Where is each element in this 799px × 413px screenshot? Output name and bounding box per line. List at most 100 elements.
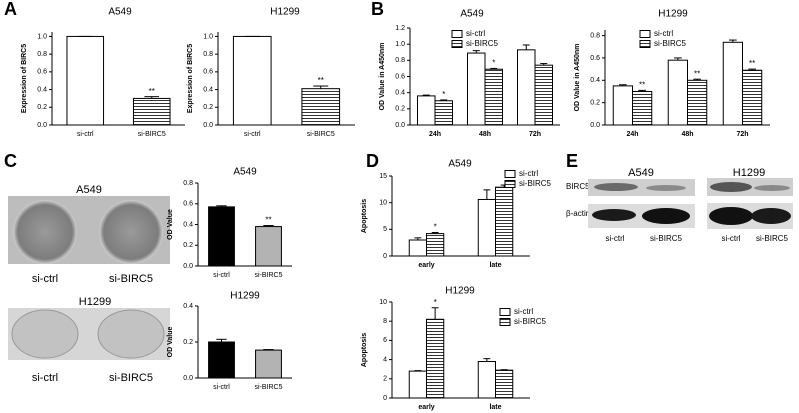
lane-label: si-ctrl	[721, 234, 740, 243]
blot-row-label: β-actin	[566, 209, 590, 218]
y-tick-label: 0.0	[395, 122, 405, 129]
band	[594, 183, 638, 191]
y-tick-label: 0.0	[183, 375, 193, 382]
bar	[408, 370, 427, 399]
significance: *	[442, 90, 445, 99]
legend-label: si-BIRC5	[654, 39, 687, 48]
y-tick-label: 0.2	[37, 104, 47, 111]
y-tick-label: 10	[379, 299, 387, 306]
photo-label: si-BIRC5	[109, 372, 153, 384]
x-tick-label: late	[489, 404, 501, 411]
y-tick-label: 0.8	[183, 180, 193, 187]
y-tick-label: 0.8	[395, 57, 405, 64]
x-tick-label: late	[489, 262, 501, 269]
panel-label: C	[4, 151, 17, 171]
y-tick-label: 0.2	[203, 104, 213, 111]
y-tick-label: 0.2	[183, 242, 193, 249]
chart-title: A549	[448, 159, 472, 170]
bar	[477, 198, 496, 257]
band	[710, 182, 752, 192]
x-tick-label: early	[418, 262, 434, 269]
y-tick-label: 0.4	[590, 77, 600, 84]
blot-title: A549	[628, 167, 654, 179]
bar	[208, 341, 235, 379]
significance: *	[492, 59, 495, 68]
dish	[11, 309, 79, 359]
y-tick-label: 4	[383, 356, 387, 363]
legend-swatch	[451, 30, 463, 38]
band	[754, 185, 790, 191]
x-tick-label: early	[418, 404, 434, 411]
legend-label: si-BIRC5	[514, 317, 547, 326]
y-tick-label: 0.8	[203, 51, 213, 58]
significance: **	[694, 69, 700, 78]
legend-label: si-BIRC5	[519, 179, 552, 188]
legend-swatch	[639, 40, 651, 48]
bar	[495, 186, 514, 257]
x-tick-label: si-BIRC5	[138, 131, 166, 138]
chart-title: H1299	[658, 9, 688, 20]
significance: **	[318, 76, 324, 85]
x-tick-label: si-ctrl	[213, 272, 230, 279]
chart-title: H1299	[270, 7, 300, 18]
legend-label: si-ctrl	[654, 29, 673, 38]
band	[646, 185, 686, 191]
y-tick-label: 1.0	[37, 33, 47, 40]
chart-title: A549	[108, 7, 132, 18]
y-tick-label: 0	[383, 253, 387, 260]
y-tick-label: 6	[383, 337, 387, 344]
y-tick-label: 1.2	[395, 25, 405, 32]
y-tick-label: 2	[383, 376, 387, 383]
chart-title: A549	[460, 9, 484, 20]
bar	[434, 100, 453, 126]
dish	[99, 200, 163, 264]
bar	[208, 206, 235, 267]
photo-title: H1299	[79, 296, 111, 308]
legend-swatch	[639, 30, 651, 38]
y-tick-label: 0.6	[37, 69, 47, 76]
y-tick-label: 0.0	[183, 263, 193, 270]
y-axis-label: Apoptosis	[361, 333, 368, 367]
chart-title: H1299	[230, 291, 260, 302]
y-tick-label: 5	[383, 226, 387, 233]
bar	[301, 88, 341, 126]
y-tick-label: 1.0	[203, 33, 213, 40]
x-tick-label: 48h	[479, 131, 491, 138]
y-tick-label: 0.2	[183, 339, 193, 346]
y-tick-label: 0.2	[590, 99, 600, 106]
panel-label: B	[371, 0, 384, 19]
x-tick-label: si-ctrl	[213, 384, 230, 391]
x-tick-label: si-ctrl	[244, 131, 261, 138]
x-tick-label: 48h	[681, 131, 693, 138]
bar	[426, 233, 445, 257]
x-tick-label: si-BIRC5	[254, 272, 282, 279]
lane-label: si-ctrl	[605, 234, 624, 243]
legend-label: si-BIRC5	[466, 39, 499, 48]
band	[751, 208, 791, 224]
dish	[13, 200, 77, 264]
significance: *	[434, 298, 437, 307]
y-tick-label: 0.4	[395, 90, 405, 97]
photo-label: si-ctrl	[32, 273, 58, 285]
y-axis-label: OD Value in A450nm	[574, 44, 581, 112]
y-tick-label: 0.6	[203, 69, 213, 76]
bar	[612, 85, 633, 126]
photo-label: si-BIRC5	[109, 273, 153, 285]
y-tick-label: 0.6	[183, 201, 193, 208]
bar	[132, 97, 171, 126]
y-tick-label: 0.0	[203, 122, 213, 129]
y-axis-label: Expression of BIRC5	[21, 44, 28, 113]
panel-label: A	[4, 0, 17, 19]
band	[592, 209, 636, 221]
y-tick-label: 0.4	[203, 86, 213, 93]
blot-title: H1299	[733, 167, 765, 179]
bar	[66, 35, 105, 126]
legend-swatch	[499, 318, 511, 326]
bar	[484, 68, 503, 126]
bar	[517, 49, 536, 126]
band	[642, 208, 690, 224]
panel-label: D	[366, 151, 379, 171]
bar	[232, 35, 272, 126]
significance: **	[639, 80, 645, 89]
